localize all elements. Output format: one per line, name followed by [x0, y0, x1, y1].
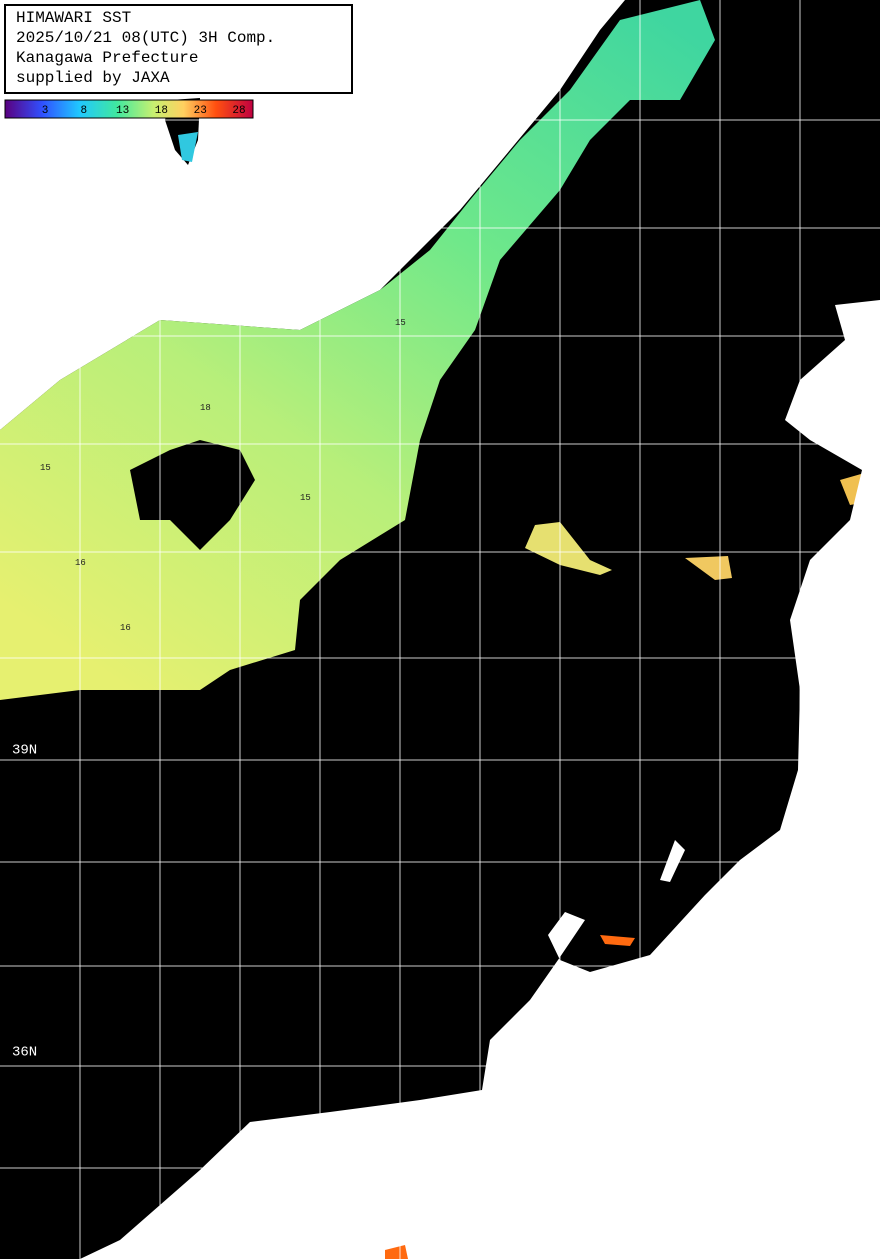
sst-patch — [525, 522, 612, 575]
japan-land — [80, 300, 880, 1259]
header-background — [4, 4, 353, 94]
contour-label: 15 — [40, 463, 51, 473]
contour-labels: 15 15 16 18 16 15 — [40, 318, 406, 633]
header-line: supplied by JAXA — [16, 69, 170, 87]
sst-cloud-gap — [130, 440, 255, 550]
sst-patch — [600, 935, 635, 946]
colorbar-ticks: 3 8 13 18 23 28 — [42, 105, 246, 117]
contour-label: 18 — [200, 403, 211, 413]
contour-label: 15 — [395, 318, 406, 328]
contour-label: 16 — [120, 623, 131, 633]
header-line: 2025/10/21 08(UTC) 3H Comp. — [16, 29, 275, 47]
latitude-label: 36N — [12, 1045, 37, 1061]
colorbar-tick-label: 13 — [116, 105, 129, 117]
sst-patch — [385, 1245, 408, 1259]
contour-label: 15 — [300, 493, 311, 503]
header-box: HIMAWARI SST 2025/10/21 08(UTC) 3H Comp.… — [4, 4, 353, 94]
colorbar-tick-label: 18 — [155, 105, 168, 117]
island — [660, 840, 685, 882]
header-line: Kanagawa Prefecture — [16, 49, 198, 67]
colorbar-tick-label: 23 — [194, 105, 207, 117]
latitude-label: 39N — [12, 743, 37, 759]
colorbar-tick-label: 3 — [42, 105, 49, 117]
colorbar — [4, 99, 254, 119]
colorbar-tick-label: 28 — [232, 105, 245, 117]
contour-label: 16 — [75, 558, 86, 568]
header-line: HIMAWARI SST — [16, 9, 131, 27]
sado-sst — [178, 132, 198, 162]
colorbar-tick-label: 8 — [80, 105, 87, 117]
